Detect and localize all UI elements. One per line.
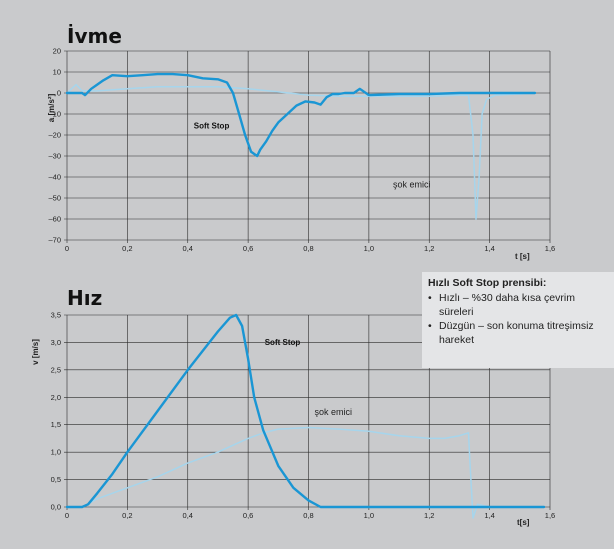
velocity-series-soft-stop-line: [65, 313, 546, 509]
velocity-x-tick-label: 1,4: [484, 511, 494, 520]
velocity-x-tick-label: 0,6: [243, 511, 253, 520]
velocity-y-tick-label: 0,5: [51, 475, 61, 484]
velocity-y-tick-label: 2,0: [51, 393, 61, 402]
acceleration-y-axis-label: a [m/s²]: [47, 93, 56, 122]
acceleration-x-tick-label: 1,4: [484, 244, 494, 253]
velocity-series-shock-absorber-line: [66, 426, 545, 519]
velocity-annotation-shock-absorber: şok emici: [315, 407, 353, 417]
velocity-x-tick-label: 1,6: [545, 511, 555, 520]
velocity-x-tick-label: 1,2: [424, 511, 434, 520]
velocity-x-tick-label: 1,0: [364, 511, 374, 520]
velocity-y-tick-label: 1,5: [51, 420, 61, 429]
acceleration-x-tick-label: 1,2: [424, 244, 434, 253]
acceleration-y-tick-label: –50: [48, 194, 61, 203]
acceleration-x-tick-label: 0,8: [303, 244, 313, 253]
acceleration-chart: İvme a [m/s²] t [s] 0 0,2 0,4 0,6 0,8 1,0 1,2 1…: [47, 24, 555, 261]
acceleration-y-tick-label: –30: [48, 152, 61, 161]
info-box-title: Hızlı Soft Stop prensibi:: [428, 277, 547, 289]
velocity-y-tick-label: 3,5: [51, 311, 61, 320]
acceleration-y-tick-label: –70: [48, 236, 61, 245]
acceleration-x-tick-label: 0: [65, 244, 69, 253]
acceleration-x-tick-label: 0,6: [243, 244, 253, 253]
info-box-item-speed: Hızlı – %30 daha kısa çevrim süreleri: [428, 291, 610, 319]
acceleration-y-tick-label: 10: [53, 68, 61, 77]
velocity-y-axis-label: v [m/s]: [31, 339, 40, 365]
acceleration-y-tick-label: –20: [48, 131, 61, 140]
acceleration-y-tick-label: –10: [48, 110, 61, 119]
acceleration-x-tick-label: 0,4: [183, 244, 193, 253]
acceleration-y-tick-label: –60: [48, 215, 61, 224]
acceleration-chart-title: İvme: [67, 24, 122, 48]
velocity-grid: [64, 314, 551, 510]
acceleration-x-axis-label: t [s]: [515, 252, 530, 261]
velocity-y-tick-label: 3,0: [51, 338, 61, 347]
velocity-x-tick-label: 0,4: [183, 511, 193, 520]
acceleration-grid: [64, 50, 551, 243]
velocity-x-tick-label: 0: [65, 511, 69, 520]
acceleration-series-soft-stop-line: [65, 72, 537, 158]
acceleration-y-tick-label: 0: [57, 89, 61, 98]
velocity-x-tick-label: 0,2: [122, 511, 132, 520]
velocity-y-tick-label: 0,0: [51, 503, 61, 512]
acceleration-y-tick-label: –40: [48, 173, 61, 182]
velocity-x-tick-label: 0,8: [303, 511, 313, 520]
soft-stop-info-box: Hızlı Soft Stop prensibi: Hızlı – %30 da…: [422, 272, 614, 368]
acceleration-x-tick-label: 0,2: [122, 244, 132, 253]
acceleration-x-tick-label: 1,0: [364, 244, 374, 253]
velocity-y-tick-label: 1,0: [51, 448, 61, 457]
acceleration-annotation-shock-absorber: şok emici: [393, 180, 431, 190]
velocity-annotation-soft-stop: Soft Stop: [265, 338, 301, 347]
acceleration-y-tick-label: 20: [53, 47, 61, 56]
acceleration-x-tick-label: 1,6: [545, 244, 555, 253]
velocity-y-tick-label: 2,5: [51, 365, 61, 374]
velocity-x-axis-label: t[s]: [517, 518, 530, 527]
velocity-chart-title: Hız: [67, 286, 102, 310]
acceleration-annotation-soft-stop: Soft Stop: [194, 122, 230, 131]
velocity-chart: Hız v [m/s] t[s] 0 0,2 0,4 0,6 0,8 1,0 1,2 1,4 1…: [31, 286, 555, 527]
info-box-item-smooth: Düzgün – son konuma titreşimsiz hareket: [428, 319, 610, 347]
info-box-list: Hızlı – %30 daha kısa çevrim süreleri Dü…: [428, 291, 610, 347]
